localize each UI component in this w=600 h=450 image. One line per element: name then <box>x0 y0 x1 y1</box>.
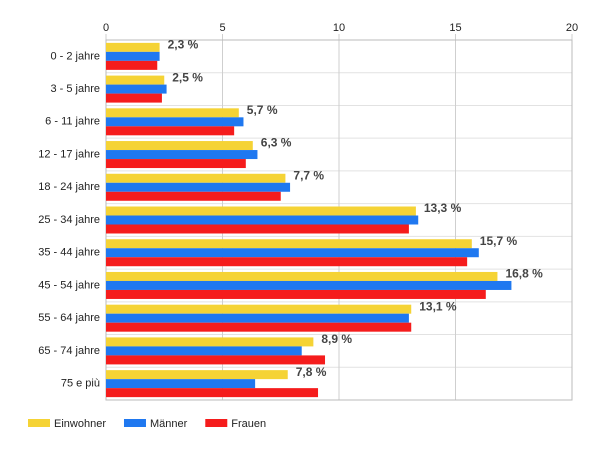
bar <box>106 126 235 136</box>
y-tick-label: 75 e più <box>61 378 100 390</box>
x-tick-label: 15 <box>449 22 461 34</box>
bar <box>106 159 246 169</box>
bar <box>106 215 419 225</box>
bar <box>106 117 244 127</box>
legend-swatch <box>205 419 228 427</box>
bar <box>106 355 326 365</box>
bar <box>106 271 498 281</box>
y-tick-label: 6 - 11 jahre <box>45 116 100 128</box>
bar <box>106 346 302 356</box>
bar <box>106 150 258 160</box>
value-label: 16,8 % <box>505 267 543 281</box>
value-label: 7,8 % <box>296 365 327 379</box>
y-tick-label: 12 - 17 jahre <box>38 148 100 160</box>
bar <box>106 75 165 85</box>
value-label: 13,3 % <box>424 201 462 215</box>
bar <box>106 322 412 332</box>
bar <box>106 388 319 398</box>
x-tick-label: 5 <box>219 22 225 34</box>
bar <box>106 51 160 61</box>
bar <box>106 370 288 380</box>
value-label: 5,7 % <box>247 103 278 117</box>
legend-swatch <box>123 419 146 427</box>
legend-label: Männer <box>150 418 188 430</box>
y-tick-label: 0 - 2 jahre <box>50 50 100 62</box>
value-label: 2,5 % <box>172 70 203 84</box>
value-label: 8,9 % <box>321 332 352 346</box>
bar <box>106 280 512 290</box>
bar <box>106 304 412 314</box>
bar <box>106 248 479 258</box>
bar <box>106 182 291 192</box>
bar <box>106 42 160 52</box>
bar <box>106 257 468 267</box>
value-label: 13,1 % <box>419 299 457 313</box>
y-tick-label: 25 - 34 jahre <box>38 214 100 226</box>
bar <box>106 173 286 183</box>
y-tick-label: 35 - 44 jahre <box>38 247 100 259</box>
y-tick-label: 45 - 54 jahre <box>38 279 100 291</box>
legend-swatch <box>28 419 50 427</box>
value-label: 2,3 % <box>168 38 199 52</box>
value-label: 15,7 % <box>480 234 518 248</box>
bar <box>106 84 167 94</box>
bar <box>106 379 256 389</box>
bar <box>106 141 253 151</box>
bar <box>106 313 409 323</box>
x-tick-label: 20 <box>566 22 578 34</box>
bar <box>106 206 416 216</box>
legend-label: Einwohner <box>54 418 106 430</box>
x-tick-label: 0 <box>103 22 109 34</box>
bar <box>106 239 472 249</box>
bar <box>106 289 486 299</box>
legend-label: Frauen <box>231 418 266 430</box>
y-tick-label: 65 - 74 jahre <box>38 345 100 357</box>
bar <box>106 191 281 201</box>
x-tick-label: 10 <box>333 22 345 34</box>
y-tick-label: 18 - 24 jahre <box>38 181 100 193</box>
bar <box>106 93 162 103</box>
value-label: 7,7 % <box>293 168 324 182</box>
bar <box>106 337 314 347</box>
bar <box>106 60 158 70</box>
bar <box>106 224 409 234</box>
bar <box>106 108 239 118</box>
value-label: 6,3 % <box>261 136 292 150</box>
y-tick-label: 55 - 64 jahre <box>38 312 100 324</box>
y-tick-label: 3 - 5 jahre <box>50 83 100 95</box>
